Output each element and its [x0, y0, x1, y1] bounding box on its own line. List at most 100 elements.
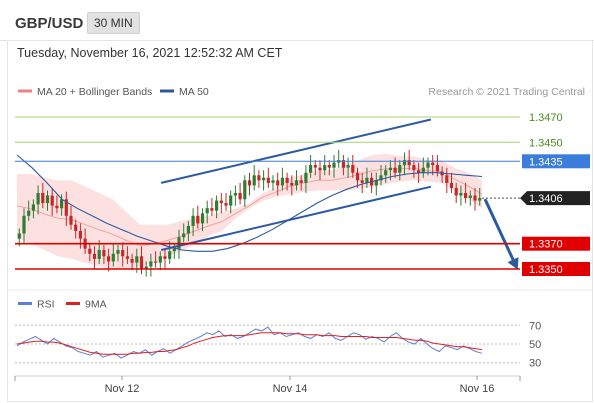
chart-panel: [7, 40, 593, 402]
candle: [341, 155, 345, 176]
candle-body: [88, 248, 92, 254]
candle-body: [360, 180, 364, 183]
candle-body: [398, 165, 402, 173]
candle: [69, 205, 73, 230]
candle-body: [224, 203, 228, 206]
candle-body: [149, 261, 153, 267]
candle-body: [478, 198, 482, 201]
rsi-tick-label: 50: [529, 339, 541, 351]
candle-body: [454, 187, 458, 196]
level-label: 1.3406: [529, 193, 563, 205]
candle: [365, 167, 369, 188]
legend-swatch-ma20: [18, 89, 32, 93]
candle: [445, 167, 449, 193]
candle: [290, 175, 294, 196]
candle-body: [22, 215, 26, 234]
candle: [219, 193, 223, 214]
candle-body: [102, 250, 106, 257]
candle-body: [412, 165, 416, 171]
candle: [309, 155, 313, 178]
candle: [473, 187, 477, 211]
level-pivot: 1.3435: [15, 154, 590, 169]
candle-body: [421, 167, 425, 173]
candle-body: [233, 193, 237, 196]
candle-body: [445, 175, 449, 183]
candle: [266, 167, 270, 188]
candle: [125, 246, 129, 264]
level-resistance: 1.3450: [15, 137, 563, 149]
candle: [332, 155, 336, 178]
candle: [398, 160, 402, 181]
candle-body: [78, 231, 82, 239]
level-support: 1.3370: [15, 236, 590, 251]
candle-body: [313, 165, 317, 168]
candle-body: [299, 180, 303, 183]
candle-body: [285, 177, 289, 183]
candle: [45, 190, 50, 211]
legend-swatch-rsi: [18, 302, 32, 305]
candle-body: [464, 193, 468, 199]
candle: [351, 155, 355, 178]
level-resistance: 1.3470: [15, 112, 563, 124]
candle-body: [402, 160, 407, 166]
bollinger-band-fill: [17, 153, 482, 269]
candle-body: [191, 215, 195, 226]
candle: [374, 172, 378, 196]
candle: [107, 248, 111, 272]
candle-body: [17, 233, 21, 239]
legend-swatch-ma50: [160, 89, 174, 93]
candle-body: [473, 195, 477, 201]
candle: [243, 175, 247, 207]
x-tick-label: Nov 12: [105, 383, 140, 395]
candle-body: [365, 177, 369, 183]
candle-body: [266, 177, 270, 183]
candle-body: [219, 200, 223, 204]
candle-body: [341, 160, 345, 168]
projection-arrow-head: [507, 257, 519, 270]
candle: [233, 185, 237, 206]
projection-arrow-shaft: [483, 198, 518, 267]
candle: [196, 205, 200, 229]
candle-body: [45, 195, 50, 204]
level-badge: [522, 154, 590, 169]
rsi-tick-label: 70: [529, 320, 541, 332]
candle: [323, 155, 327, 176]
candle-body: [229, 195, 233, 206]
symbol-label: GBP/USD: [15, 15, 84, 32]
rsi-tick-label: 30: [529, 358, 541, 370]
candle-body: [154, 261, 158, 263]
candle-body: [186, 225, 190, 234]
candle-body: [280, 177, 284, 186]
candle: [50, 187, 54, 216]
candle-body: [388, 167, 392, 171]
candle-body: [351, 165, 355, 173]
candle: [360, 172, 364, 193]
candle-body: [116, 250, 120, 254]
candle-body: [200, 213, 205, 224]
candle: [252, 165, 256, 191]
candle: [121, 242, 125, 267]
candle-body: [374, 180, 378, 186]
level-label: 1.3450: [529, 137, 563, 149]
candle: [459, 185, 463, 206]
candle-body: [27, 210, 31, 216]
candle-body: [97, 250, 101, 259]
copyright-credit: Research © 2021 Trading Central: [428, 86, 585, 98]
candle: [402, 152, 407, 176]
channel-upper-line: [160, 118, 432, 184]
level-last: 1.3406: [482, 191, 590, 206]
candle-body: [139, 256, 144, 269]
candle: [478, 187, 482, 206]
timeframe-button[interactable]: 30 MIN: [87, 12, 140, 34]
candle: [224, 193, 228, 211]
candle: [186, 220, 190, 242]
legend-label-rsi: RSI: [37, 299, 55, 311]
candle-body: [144, 266, 148, 269]
candle-body: [36, 193, 40, 205]
widget-header: GBP/USD 30 MIN: [0, 0, 594, 41]
candle-body: [257, 175, 261, 181]
candle-body: [60, 199, 64, 209]
candle: [318, 160, 322, 181]
candle-body: [125, 256, 129, 259]
